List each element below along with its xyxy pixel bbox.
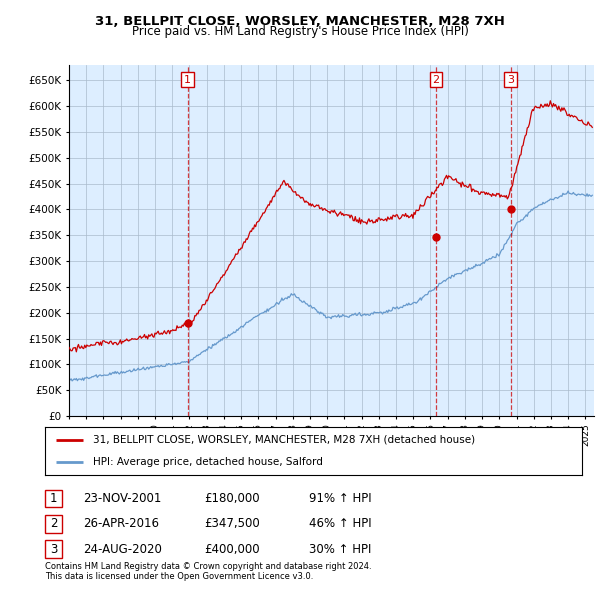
Text: 31, BELLPIT CLOSE, WORSLEY, MANCHESTER, M28 7XH: 31, BELLPIT CLOSE, WORSLEY, MANCHESTER, … (95, 15, 505, 28)
Text: £347,500: £347,500 (204, 517, 260, 530)
Text: 46% ↑ HPI: 46% ↑ HPI (309, 517, 371, 530)
Text: 31, BELLPIT CLOSE, WORSLEY, MANCHESTER, M28 7XH (detached house): 31, BELLPIT CLOSE, WORSLEY, MANCHESTER, … (94, 435, 475, 445)
Text: 3: 3 (50, 543, 57, 556)
Text: 24-AUG-2020: 24-AUG-2020 (83, 543, 161, 556)
Text: This data is licensed under the Open Government Licence v3.0.: This data is licensed under the Open Gov… (45, 572, 313, 581)
Text: Price paid vs. HM Land Registry's House Price Index (HPI): Price paid vs. HM Land Registry's House … (131, 25, 469, 38)
Text: 23-NOV-2001: 23-NOV-2001 (83, 492, 161, 505)
Text: 26-APR-2016: 26-APR-2016 (83, 517, 159, 530)
Text: Contains HM Land Registry data © Crown copyright and database right 2024.: Contains HM Land Registry data © Crown c… (45, 562, 371, 571)
Text: 3: 3 (507, 75, 514, 84)
Text: £400,000: £400,000 (204, 543, 260, 556)
Text: 2: 2 (50, 517, 57, 530)
Text: £180,000: £180,000 (204, 492, 260, 505)
Text: HPI: Average price, detached house, Salford: HPI: Average price, detached house, Salf… (94, 457, 323, 467)
Text: 91% ↑ HPI: 91% ↑ HPI (309, 492, 371, 505)
Text: 2: 2 (433, 75, 440, 84)
Text: 30% ↑ HPI: 30% ↑ HPI (309, 543, 371, 556)
Text: 1: 1 (50, 492, 57, 505)
Text: 1: 1 (184, 75, 191, 84)
